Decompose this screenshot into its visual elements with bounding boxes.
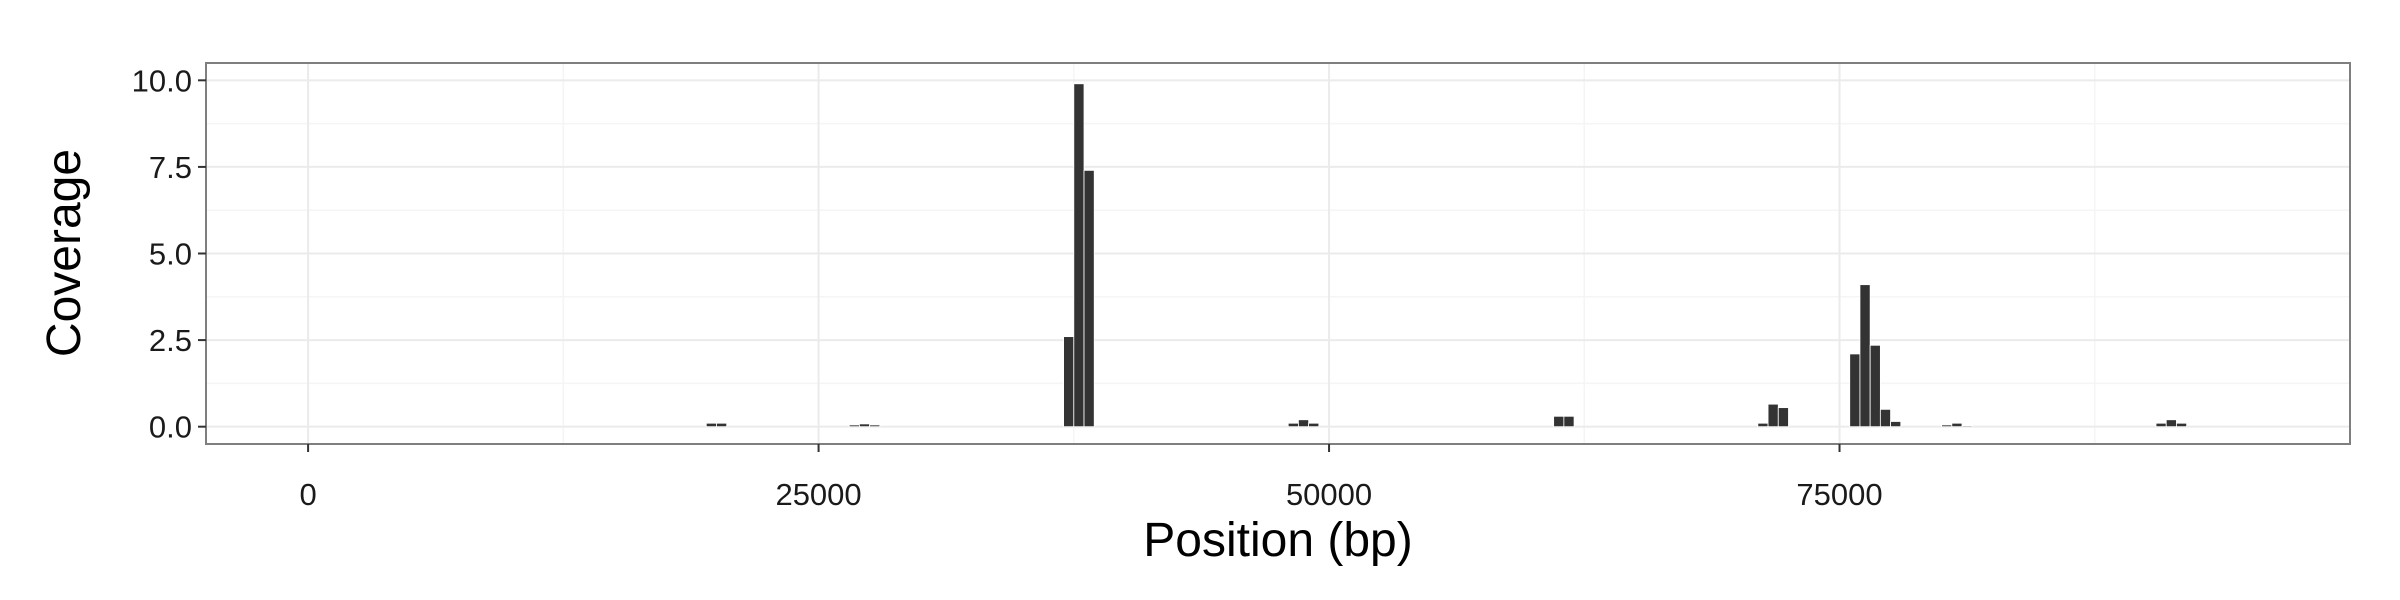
y-axis-title: Coverage bbox=[38, 149, 91, 357]
coverage-bar bbox=[848, 424, 860, 428]
coverage-bar bbox=[1757, 422, 1769, 428]
x-axis: 0 25000 50000 75000 bbox=[299, 444, 1883, 512]
y-tick-label: 5.0 bbox=[149, 237, 192, 272]
x-tick-label: 50000 bbox=[1286, 477, 1372, 512]
coverage-bar bbox=[1767, 403, 1779, 428]
coverage-bar bbox=[716, 422, 728, 428]
coverage-bar bbox=[705, 422, 717, 428]
x-axis-title: Position (bp) bbox=[1143, 514, 1412, 567]
y-axis: 0.0 2.5 5.0 7.5 10.0 bbox=[132, 63, 206, 445]
coverage-bar bbox=[1879, 408, 1891, 428]
coverage-bar bbox=[2155, 422, 2167, 428]
x-tick-label: 25000 bbox=[775, 477, 861, 512]
coverage-bar bbox=[1563, 415, 1575, 428]
coverage-bar bbox=[1063, 336, 1075, 428]
coverage-bar bbox=[1849, 353, 1861, 428]
coverage-bar bbox=[1308, 422, 1320, 428]
coverage-bar bbox=[859, 423, 871, 428]
coverage-bar bbox=[1287, 422, 1299, 428]
coverage-bar bbox=[2165, 419, 2177, 428]
coverage-bar bbox=[2176, 422, 2188, 428]
coverage-bar bbox=[1553, 415, 1565, 428]
coverage-bar bbox=[1941, 424, 1953, 428]
coverage-bar bbox=[1961, 425, 1973, 428]
y-tick-label: 10.0 bbox=[132, 63, 192, 98]
x-tick-label: 75000 bbox=[1796, 477, 1882, 512]
coverage-bar bbox=[1859, 284, 1871, 428]
major-gridlines bbox=[206, 63, 2350, 444]
coverage-bar bbox=[1951, 422, 1963, 428]
y-tick-label: 0.0 bbox=[149, 410, 192, 445]
coverage-bar bbox=[1298, 419, 1310, 428]
coverage-bar bbox=[1869, 344, 1881, 428]
coverage-bars bbox=[705, 83, 2188, 428]
y-tick-label: 7.5 bbox=[149, 150, 192, 185]
coverage-bar bbox=[869, 424, 881, 428]
x-tick-label: 0 bbox=[299, 477, 316, 512]
coverage-bar bbox=[1083, 169, 1095, 428]
y-tick-label: 2.5 bbox=[149, 323, 192, 358]
coverage-bar bbox=[1777, 407, 1789, 428]
coverage-bar bbox=[1890, 421, 1902, 428]
coverage-bar bbox=[1073, 83, 1085, 428]
